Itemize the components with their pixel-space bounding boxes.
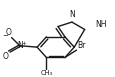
Text: N: N xyxy=(69,10,75,19)
Text: −: − xyxy=(2,33,8,40)
Text: NH: NH xyxy=(94,20,106,29)
Text: CH₃: CH₃ xyxy=(40,70,52,76)
Text: O: O xyxy=(3,52,9,61)
Text: N: N xyxy=(17,41,23,50)
Text: O: O xyxy=(5,28,11,37)
Text: Br: Br xyxy=(77,41,85,50)
Text: +: + xyxy=(22,41,26,46)
